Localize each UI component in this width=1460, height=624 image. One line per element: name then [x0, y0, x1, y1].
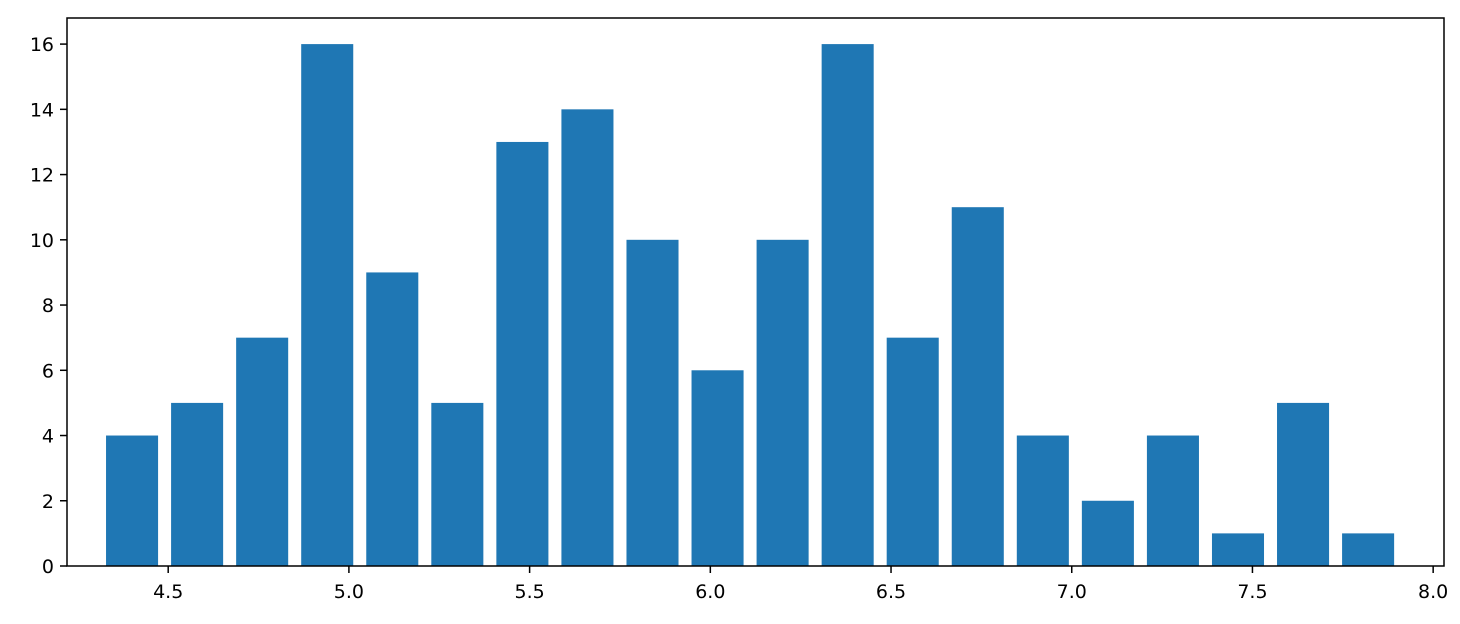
bar [691, 370, 744, 566]
bar [496, 141, 549, 566]
x-tick-label: 5.0 [334, 581, 364, 603]
x-axis: 4.5 5.0 5.5 6.0 6.5 7.0 7.5 8.0 [153, 566, 1448, 603]
y-tick-label: 12 [30, 165, 54, 187]
x-tick-label: 8.0 [1418, 581, 1448, 603]
bar [1211, 533, 1265, 566]
bar [106, 435, 159, 566]
x-tick-label: 7.0 [1057, 581, 1087, 603]
y-tick-label: 8 [42, 295, 54, 317]
bar [236, 337, 289, 566]
y-tick-label: 10 [30, 230, 54, 252]
y-tick-label: 6 [42, 360, 54, 382]
bar [301, 44, 354, 567]
bar [366, 272, 419, 566]
bar [886, 337, 939, 566]
bar [951, 207, 1004, 566]
bar [1277, 402, 1330, 566]
bar [1016, 435, 1069, 566]
y-tick-label: 16 [30, 34, 54, 56]
bar [1342, 533, 1395, 566]
bars-group [106, 44, 1395, 567]
y-tick-label: 14 [30, 99, 54, 121]
bar [431, 402, 484, 566]
bar [821, 44, 874, 567]
y-tick-label: 2 [42, 491, 54, 513]
x-tick-label: 4.5 [153, 581, 183, 603]
bar [171, 402, 224, 566]
y-axis: 0 2 4 6 8 10 12 14 16 [30, 34, 67, 578]
bar [756, 239, 809, 567]
x-tick-label: 6.5 [876, 581, 906, 603]
x-tick-label: 5.5 [515, 581, 545, 603]
bar [1146, 435, 1199, 566]
y-tick-label: 4 [42, 426, 54, 448]
y-tick-label: 0 [42, 556, 54, 578]
bar [561, 109, 614, 566]
bar [626, 239, 679, 567]
plot-frame [66, 17, 1445, 567]
x-tick-label: 7.5 [1237, 581, 1267, 603]
bar [1081, 500, 1134, 566]
x-tick-label: 6.0 [695, 581, 725, 603]
